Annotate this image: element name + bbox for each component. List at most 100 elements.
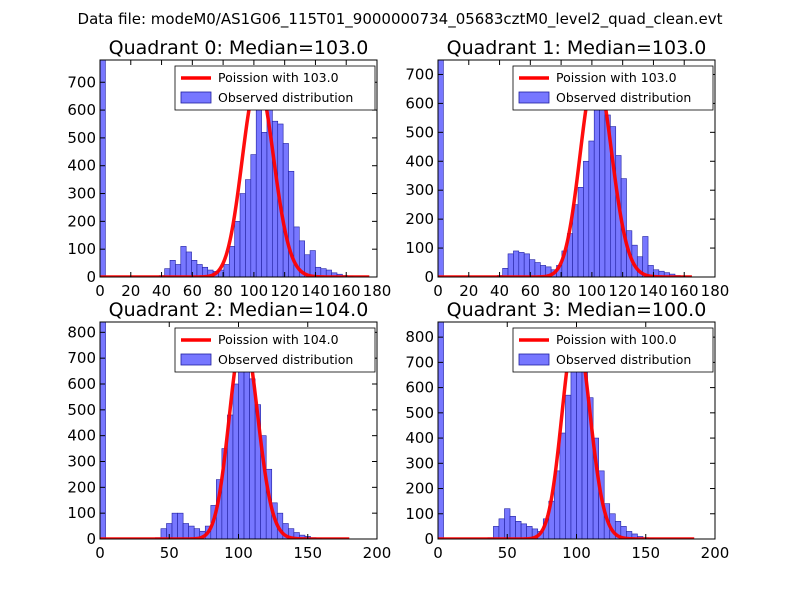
x-tick-label: 20 — [459, 282, 478, 300]
figure-title: Data file: modeM0/AS1G06_115T01_90000007… — [78, 10, 723, 29]
x-tick-label: 180 — [701, 282, 730, 300]
legend: Poission with 104.0 Observed distribution — [174, 327, 376, 373]
x-tick-label: 120 — [608, 282, 637, 300]
legend-label-observed: Observed distribution — [556, 90, 691, 105]
histogram-bar — [180, 246, 187, 277]
histogram-bar — [565, 394, 572, 539]
y-tick-label: 100 — [405, 505, 434, 523]
y-tick-label: 100 — [67, 504, 96, 522]
x-tick-label: 160 — [670, 282, 699, 300]
histogram-bar — [570, 367, 577, 539]
histogram-bar — [255, 98, 262, 277]
histogram-bar — [518, 252, 525, 277]
histogram-bar — [576, 362, 583, 539]
histogram-bar — [250, 154, 257, 277]
panel-title: Quadrant 1: Median=103.0 — [447, 37, 707, 59]
legend: Poission with 103.0 Observed distribution — [512, 65, 714, 111]
y-tick-label: 600 — [405, 379, 434, 397]
histogram-bar — [583, 160, 590, 277]
y-tick-label: 800 — [405, 328, 434, 346]
histogram-bar — [228, 246, 235, 277]
y-tick-label: 600 — [67, 375, 96, 393]
histogram-bar — [100, 60, 106, 277]
histogram-bar — [169, 260, 176, 277]
legend-swatch-observed — [180, 91, 212, 104]
y-tick-label: 100 — [67, 240, 96, 258]
x-tick-label: 50 — [160, 544, 179, 562]
legend-label-poisson: Poission with 103.0 — [218, 70, 339, 85]
axes-frame — [437, 59, 716, 278]
panel-title: Quadrant 3: Median=100.0 — [447, 299, 707, 321]
x-tick-label: 40 — [490, 282, 509, 300]
legend: Poission with 103.0 Observed distribution — [174, 65, 376, 111]
histogram-bar — [642, 236, 649, 277]
histogram-bar — [559, 432, 566, 539]
x-tick-label: 80 — [552, 282, 571, 300]
y-tick-label: 400 — [67, 427, 96, 445]
histogram-bar — [282, 143, 289, 277]
legend-swatch-observed — [518, 91, 550, 104]
legend-swatch-observed — [518, 353, 550, 366]
x-tick-label: 60 — [183, 282, 202, 300]
x-tick-label: 200 — [701, 544, 730, 562]
plot-area — [100, 60, 371, 277]
histogram-bar — [507, 253, 514, 277]
histogram-bar — [577, 187, 584, 277]
y-tick-label: 500 — [67, 401, 96, 419]
x-tick-label: 100 — [578, 282, 607, 300]
histogram-bar — [288, 170, 295, 277]
legend-label-poisson: Poission with 104.0 — [218, 332, 339, 347]
y-tick-label: 300 — [405, 181, 434, 199]
y-tick-label: 300 — [405, 454, 434, 472]
quadrant-0-panel: Quadrant 0: Median=103.0 0 20 40 60 80 100 120… — [67, 37, 391, 300]
y-tick-label: 200 — [405, 210, 434, 228]
x-tick-label: 60 — [521, 282, 540, 300]
histogram-bar — [588, 140, 595, 277]
histogram-bar — [438, 60, 444, 277]
legend-label-observed: Observed distribution — [218, 352, 353, 367]
poisson-curve — [438, 69, 693, 277]
y-tick-label: 200 — [405, 480, 434, 498]
x-tick-label: 0 — [95, 544, 105, 562]
legend-label-observed: Observed distribution — [556, 352, 691, 367]
histogram-bar — [175, 264, 182, 277]
y-tick-label: 0 — [86, 268, 96, 286]
quadrant-3-panel: Quadrant 3: Median=100.0 0 50 100 150 200 0 10… — [405, 299, 729, 562]
x-tick-label: 100 — [562, 544, 591, 562]
legend-label-poisson: Poission with 103.0 — [556, 70, 677, 85]
y-tick-label: 600 — [405, 94, 434, 112]
y-tick-label: 0 — [424, 530, 434, 548]
quadrant-1-panel: Quadrant 1: Median=103.0 0 20 40 60 80 100 120… — [405, 37, 729, 300]
x-tick-label: 0 — [433, 282, 443, 300]
histogram-bar — [593, 103, 600, 277]
y-tick-label: 700 — [67, 73, 96, 91]
legend-box — [512, 65, 714, 111]
legend: Poission with 100.0 Observed distribution — [512, 327, 714, 373]
plot-area — [438, 60, 693, 277]
histogram-bar — [249, 378, 256, 539]
histogram-bar — [515, 521, 522, 539]
histogram-bar — [239, 193, 246, 277]
histogram-bar — [498, 518, 505, 539]
y-tick-label: 200 — [67, 478, 96, 496]
x-tick-label: 140 — [301, 282, 330, 300]
histogram-bar — [234, 221, 241, 277]
legend-swatch-observed — [180, 353, 212, 366]
x-tick-label: 160 — [332, 282, 361, 300]
x-tick-label: 100 — [224, 544, 253, 562]
histogram-bar — [171, 512, 178, 539]
quadrant-2-panel: Quadrant 2: Median=104.0 0 50 100 150 200 0 10… — [67, 299, 391, 562]
x-tick-label: 100 — [240, 282, 269, 300]
histogram-bar — [223, 264, 230, 277]
x-tick-label: 150 — [293, 544, 322, 562]
x-tick-label: 0 — [95, 282, 105, 300]
histogram-bar — [520, 523, 527, 539]
y-tick-label: 500 — [67, 129, 96, 147]
histogram-bar — [196, 264, 203, 277]
legend-label-observed: Observed distribution — [218, 90, 353, 105]
x-tick-label: 200 — [363, 544, 392, 562]
y-tick-label: 500 — [405, 123, 434, 141]
histogram-bar — [232, 383, 239, 539]
x-tick-label: 120 — [270, 282, 299, 300]
histogram-bar — [523, 253, 530, 277]
